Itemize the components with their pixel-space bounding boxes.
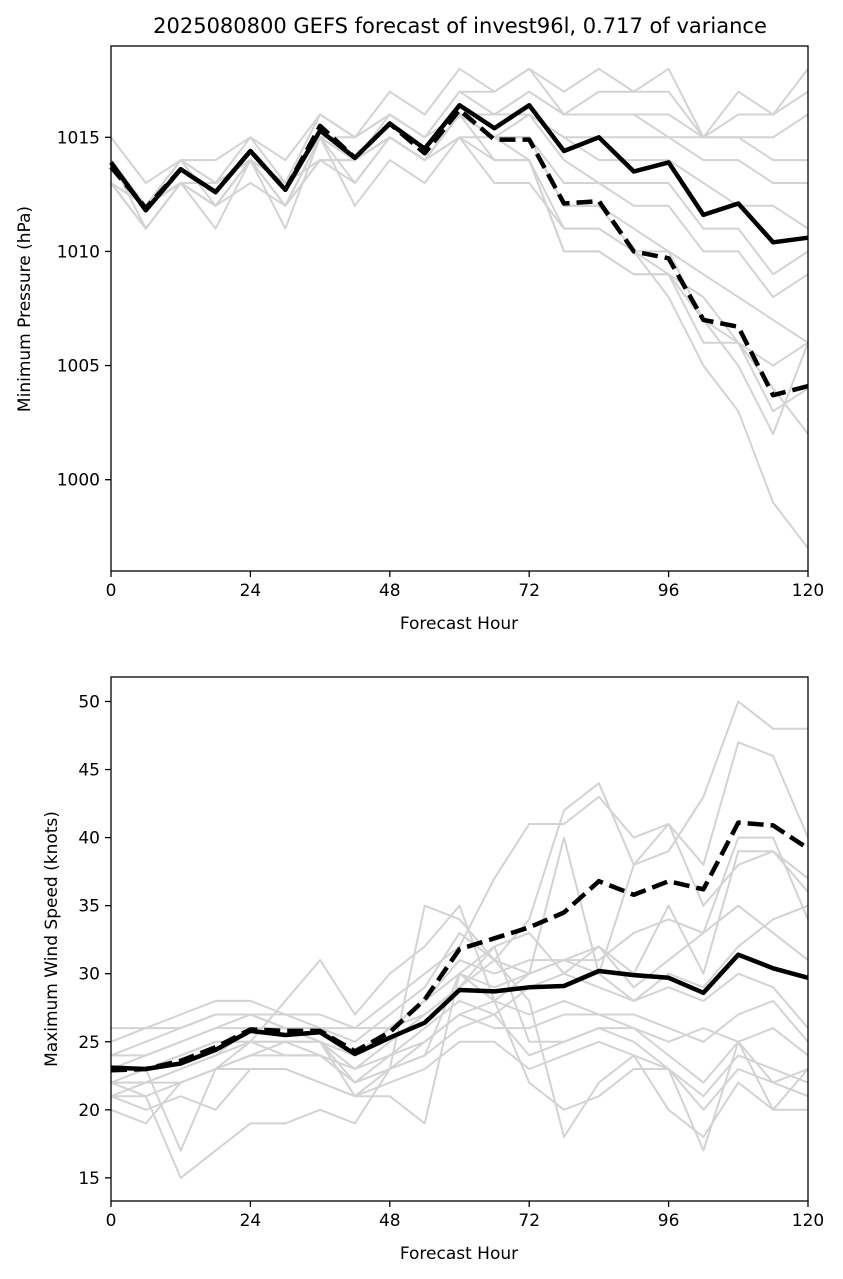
x-tick-label: 72 [518,1211,540,1231]
ensemble-member-line [111,836,809,1057]
x-tick-label: 96 [658,1211,680,1231]
ensemble-member-line [111,850,809,1152]
ensemble-members-layer [110,67,809,549]
ensemble-member-line [110,823,809,1057]
solid-highlight-line [109,103,809,245]
x-axis-label: Forecast Hour [400,1244,518,1264]
ensemble-member-line [110,113,809,435]
wind-chart: 0 24 48 72 96 120 15 20 25 30 35 40 45 50 Forecast Ho… [42,676,824,1264]
y-tick-label: 25 [78,1033,100,1053]
x-tick-label: 96 [658,581,680,601]
x-tick-label: 120 [792,581,824,601]
pressure-chart: 2025080800 GEFS forecast of invest96l, 0… [15,14,824,634]
y-tick-label: 45 [78,761,100,781]
plot-frame [110,676,809,1202]
y-tick-label: 1015 [57,128,100,148]
x-tick-label: 0 [106,1211,117,1231]
y-tick-label: 1000 [57,471,100,491]
highlight-series-layer [110,820,810,1073]
ensemble-member-line [110,136,809,299]
y-axis-label: Minimum Pressure (hPa) [15,206,35,412]
ensemble-member-line [110,972,809,1152]
y-tick-label: 35 [78,897,100,917]
x-tick-label: 48 [379,581,401,601]
x-tick-label: 0 [106,581,117,601]
x-tick-label: 72 [518,581,540,601]
dashed-highlight-line [110,820,810,1073]
x-tick-label: 120 [792,1211,824,1231]
x-tick-label: 48 [379,1211,401,1231]
y-axis-label: Maximum Wind Speed (knots) [42,811,62,1067]
tick-layer: 0 24 48 72 96 120 15 20 25 30 35 40 45 50 [78,692,824,1231]
y-tick-label: 30 [78,965,100,985]
plot-frame [110,45,809,572]
x-tick-label: 24 [240,1211,262,1231]
y-tick-label: 15 [78,1169,100,1189]
ensemble-members-layer [110,700,809,1179]
x-axis-label: Forecast Hour [400,614,518,634]
x-tick-label: 24 [240,581,262,601]
ensemble-member-line [111,1013,809,1098]
tick-layer: 0 24 48 72 96 120 1000 1005 1010 1015 [57,128,824,601]
y-tick-label: 1010 [57,242,100,262]
chart-title: 2025080800 GEFS forecast of invest96l, 0… [153,14,767,38]
ensemble-member-line [110,136,809,435]
highlight-series-layer [109,103,809,398]
ensemble-member-line [110,1040,809,1125]
ensemble-member-line [110,904,808,1179]
ensemble-member-line [111,945,809,1098]
y-tick-label: 20 [78,1101,100,1121]
dashed-highlight-line [109,107,809,398]
ensemble-member-line [110,113,809,367]
ensemble-member-line [110,904,809,1070]
y-tick-label: 1005 [57,357,100,377]
y-tick-label: 50 [78,692,100,712]
ensemble-member-line [110,741,809,1043]
ensemble-member-line [110,67,809,184]
y-tick-label: 40 [78,829,100,849]
